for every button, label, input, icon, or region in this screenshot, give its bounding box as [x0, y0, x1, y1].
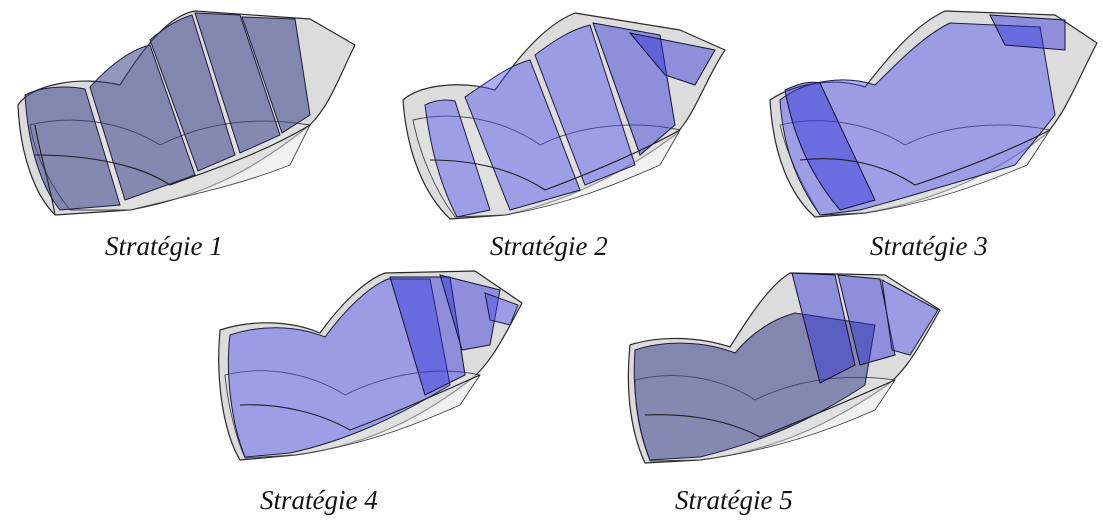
- strategy-1-panel: Stratégie 1: [10, 5, 360, 260]
- strategy-5-diagram: [627, 272, 941, 464]
- strategy-2-caption: Stratégie 2: [490, 231, 608, 261]
- region-tip: [484, 292, 519, 326]
- shell-inner-face: [224, 370, 481, 459]
- region-2: [464, 59, 581, 211]
- region-band-1: [389, 276, 466, 396]
- region-4: [592, 22, 676, 156]
- region-2: [89, 44, 196, 201]
- front-edge: [799, 129, 1051, 186]
- shell-inner-face: [779, 120, 1051, 216]
- strategy-3-diagram: [769, 10, 1098, 218]
- strategy-5-caption: Stratégie 5: [675, 485, 793, 515]
- strategy-3-caption: Stratégie 3: [870, 231, 988, 261]
- region-band-1: [791, 272, 856, 384]
- strategy-4-caption: Stratégie 4: [260, 485, 378, 515]
- front-edge: [239, 374, 481, 431]
- region-5: [628, 32, 716, 86]
- region-1: [424, 99, 491, 218]
- region-3: [149, 14, 236, 172]
- region-band-2: [837, 274, 896, 366]
- region-4: [194, 12, 281, 154]
- region-band-3: [881, 279, 939, 356]
- strategy-4-panel: Stratégie 4: [200, 265, 530, 521]
- strategy-2-panel: Stratégie 2: [395, 5, 730, 260]
- strategy-1-caption: Stratégie 1: [105, 231, 223, 261]
- region-1: [24, 86, 121, 211]
- region-5: [241, 16, 311, 134]
- front-edge: [34, 124, 311, 186]
- strategy-1-diagram: [17, 10, 356, 216]
- strategy-4-diagram: [218, 270, 523, 461]
- front-edge: [429, 129, 681, 191]
- region-large: [779, 22, 1056, 216]
- shell-inner-face: [412, 115, 681, 218]
- region-large: [633, 312, 876, 461]
- front-edge: [644, 379, 896, 438]
- strategy-3-panel: Stratégie 3: [765, 5, 1100, 260]
- strategy-5-panel: Stratégie 5: [620, 265, 950, 521]
- rim-edge: [34, 124, 56, 216]
- region-3: [534, 24, 636, 186]
- region-band-2: [989, 14, 1066, 51]
- region-band-1: [784, 81, 876, 211]
- strategy-2-diagram: [402, 12, 726, 220]
